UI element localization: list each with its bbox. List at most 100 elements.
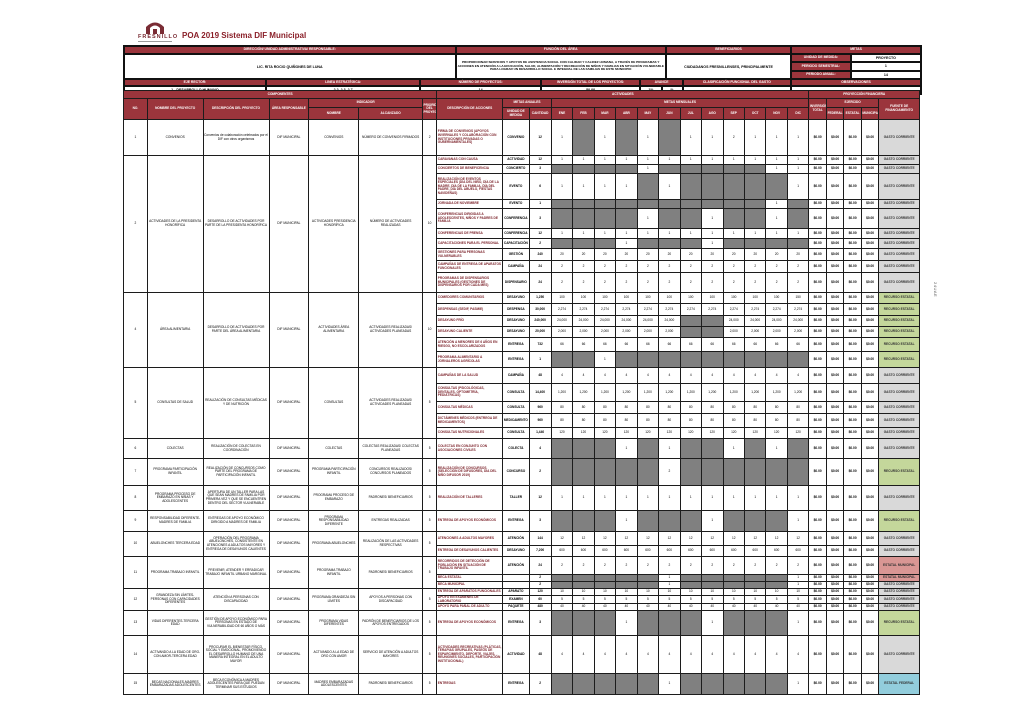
inversion-total-cell: $0.00 bbox=[808, 485, 827, 511]
month-cell-jul bbox=[679, 238, 703, 249]
month-cell-mar bbox=[593, 610, 617, 637]
action-description: APOYO EN EXÁMENES DE LABORATORIO bbox=[436, 594, 504, 605]
month-cell-jul: 1 bbox=[679, 485, 703, 511]
month-cell-ene: 80 bbox=[550, 413, 574, 428]
month-cell-sep: 12 bbox=[722, 531, 745, 546]
project-description: PROCURAR EL BIENESTAR FÍSICO, SOCIAL Y E… bbox=[202, 635, 270, 675]
month-cell-feb: 1,200 bbox=[572, 383, 595, 402]
project-description: REALIZACIÓN DE CONCURSOS COMO PARTE DEL … bbox=[202, 458, 270, 486]
inversion-total-cell: $0.00 bbox=[808, 272, 827, 293]
action-description: ACTIVIDADES RECREATIVAS (PLÁTICAS, TERAP… bbox=[436, 635, 504, 675]
month-cell-feb: 1 bbox=[572, 228, 595, 239]
month-cell-jun: 1 bbox=[658, 581, 681, 589]
federal-cell: $0.00 bbox=[825, 208, 845, 229]
project-indicator-name: PROGRAMA PARTICIPACIÓN INFANTIL bbox=[308, 458, 360, 486]
funding-source-cell: GASTO CORRIENTE bbox=[878, 173, 920, 200]
month-cell-oct bbox=[743, 199, 767, 209]
month-cell-ago: 1 bbox=[701, 485, 724, 511]
month-cell-may: 1 bbox=[636, 164, 660, 174]
action-annual-quantity: 2 bbox=[528, 574, 552, 582]
federal-cell: $0.00 bbox=[825, 603, 845, 612]
project-no: 7 bbox=[123, 458, 148, 486]
page-side-note: 24UAE bbox=[933, 282, 938, 298]
month-cell-jun bbox=[658, 510, 681, 532]
project-indicator-name: PROGRAMA VIDAS DIFERENTES bbox=[308, 610, 360, 637]
project-name: COLECTAS bbox=[146, 438, 204, 459]
month-cell-may: 100 bbox=[636, 292, 660, 304]
month-cell-dic: 4 bbox=[786, 635, 810, 675]
inversion-total-cell: $0.00 bbox=[808, 248, 827, 261]
componentes-group-header: COMPONENTES bbox=[122, 90, 438, 99]
month-cell-feb: 600 bbox=[572, 545, 595, 557]
action-unit: ENTREGA bbox=[502, 337, 530, 352]
month-cell-oct: 2,000 bbox=[743, 326, 767, 338]
month-cell-mar: 2,274 bbox=[593, 303, 617, 316]
month-cell-abr: 1,200 bbox=[615, 383, 638, 402]
action-unit bbox=[502, 574, 530, 582]
estatal-cell: $0.00 bbox=[843, 119, 862, 156]
action-unit: ENTREGA bbox=[502, 351, 530, 368]
action-annual-quantity: 1,250 bbox=[528, 292, 552, 304]
proyeccion-financiera-group-header: PROYECCIÓN FINANCIERA bbox=[808, 90, 920, 99]
action-unit: CAMPAÑA bbox=[502, 367, 530, 384]
month-cell-dic: 2 bbox=[786, 260, 810, 273]
month-cell-sep: 100 bbox=[722, 292, 745, 304]
project-area: DIF MUNICIPAL bbox=[268, 610, 310, 637]
action-unit: COLECTA bbox=[502, 438, 530, 459]
month-cell-jul bbox=[679, 574, 703, 582]
funding-source-cell: GASTO CORRIENTE bbox=[878, 248, 920, 261]
project-indicator-formula: SERVICIO DE ATENCIÓN A ADULTOS MAYORES bbox=[358, 635, 423, 675]
action-annual-quantity: 144 bbox=[528, 531, 552, 546]
action-row: BECA ESTATAL 2 1 1 $0.00 $0.00 $0.00 $0.00 ESTAT… bbox=[124, 574, 920, 582]
estatal-cell: $0.00 bbox=[843, 383, 862, 402]
federal-cell: $0.00 bbox=[825, 303, 845, 316]
funding-source-cell: GASTO CORRIENTE bbox=[878, 581, 920, 589]
sheet-header: DIRECCIÓN/ UNIDAD ADMINISTRATIVA/ RESPON… bbox=[123, 45, 922, 95]
municipal-cell: $0.00 bbox=[860, 155, 880, 165]
municipal-cell: $0.00 bbox=[860, 581, 880, 589]
action-annual-quantity: 48 bbox=[528, 635, 552, 675]
action-description: ENTREGA DE APARATOS FUNCIONALES bbox=[436, 588, 504, 596]
month-cell-abr: 120 bbox=[615, 427, 638, 439]
funding-source-cell: GASTO CORRIENTE bbox=[878, 199, 920, 209]
month-cell-may: 120 bbox=[636, 427, 660, 439]
projects-matrix: COMPONENTES ACTIVIDADES PROYECCIÓN FINANCI… bbox=[122, 90, 920, 696]
action-annual-quantity: 732 bbox=[528, 337, 552, 352]
avance-label: AVANCE bbox=[640, 79, 683, 86]
action-description: CARAVANAS CON CAUSA bbox=[436, 155, 504, 165]
month-cell-abr: 66 bbox=[615, 337, 638, 352]
month-cell-abr: 1 bbox=[615, 510, 638, 532]
month-cell-abr: 4 bbox=[615, 635, 638, 675]
action-description: CONSULTAS (PSICOLÓGICAS, DENTALES, OPTOM… bbox=[436, 383, 504, 402]
month-cell-dic: 20 bbox=[786, 248, 810, 261]
municipal-cell: $0.00 bbox=[860, 173, 880, 200]
action-annual-quantity: 6 bbox=[528, 173, 552, 200]
federal-cell: $0.00 bbox=[825, 351, 845, 368]
month-cell-ago: 2,274 bbox=[701, 303, 724, 316]
funding-source-cell: GASTO CORRIENTE bbox=[878, 413, 920, 428]
month-cell-may bbox=[636, 574, 660, 582]
month-cell-dic: 1 bbox=[786, 173, 810, 200]
month-cell-feb: 1 bbox=[572, 155, 595, 165]
action-unit: GESTIÓN bbox=[502, 248, 530, 261]
funding-source-cell: RECURSO ESTATAL bbox=[878, 326, 920, 338]
month-cell-jul: 100 bbox=[679, 292, 703, 304]
month-cell-dic: 2 bbox=[786, 272, 810, 293]
month-cell-may: 1 bbox=[636, 485, 660, 511]
month-cell-mar: 2,000 bbox=[593, 326, 617, 338]
month-cell-ene: 2,274 bbox=[550, 303, 574, 316]
federal-cell: $0.00 bbox=[825, 510, 845, 532]
project-no: 10 bbox=[123, 531, 148, 557]
project-indicator-formula: NÚMERO DE CONVENIOS FIRMADOS bbox=[358, 119, 423, 156]
month-cell-oct: 120 bbox=[743, 427, 767, 439]
municipal-cell: $0.00 bbox=[860, 635, 880, 675]
action-row: 7 PROGRAMA PARTICIPACIÓN INFANTIL REALIZAC… bbox=[123, 458, 920, 486]
month-cell-ago bbox=[701, 164, 724, 174]
month-cell-dic: 120 bbox=[786, 427, 810, 439]
month-cell-ago: 2 bbox=[701, 272, 724, 293]
month-cell-nov bbox=[765, 238, 788, 249]
estatal-cell: $0.00 bbox=[843, 351, 862, 368]
inversion-total-cell: $0.00 bbox=[808, 610, 827, 637]
project-no: 2 bbox=[123, 155, 148, 293]
project-indicator-formula: ACTIVIDADES REALIZADAS/ ACTIVIDADES PLAN… bbox=[358, 367, 423, 439]
